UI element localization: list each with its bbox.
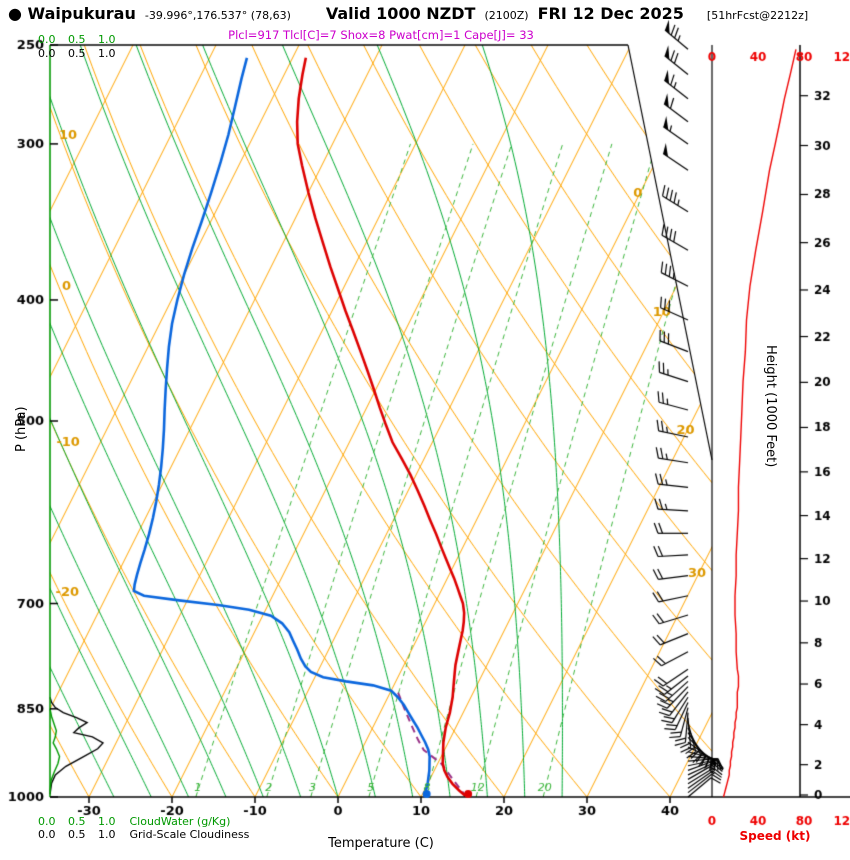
station-coords: -39.996°,176.537° (78,63)	[144, 9, 291, 22]
cloudwater-label: CloudWater (g/Kg)	[129, 815, 231, 828]
cloudiness-scale-top: 0.0 0.5 1.0	[38, 47, 116, 60]
temperature-axis-label: Temperature (C)	[328, 836, 434, 851]
height-axis-label: Height (1000 Feet)	[763, 345, 778, 468]
speed-axis-label: Speed (kt)	[739, 829, 811, 843]
valid-date: FRI 12 Dec 2025	[537, 4, 684, 23]
cloudwater-legend-row: 0.0 0.5 1.0 CloudWater (g/Kg)	[38, 810, 230, 829]
cloudwater-scale-bottom: 0.0 0.5 1.0	[38, 815, 116, 828]
title-bar: ● Waipukurau -39.996°,176.537° (78,63) V…	[8, 4, 808, 23]
cloudiness-scale-bottom: 0.0 0.5 1.0	[38, 828, 116, 841]
valid-utc: (2100Z)	[484, 9, 529, 22]
valid-time: Valid 1000 NZDT	[325, 4, 476, 23]
params-line: Plcl=917 Tlcl[C]=7 Shox=8 Pwat[cm]=1 Cap…	[228, 28, 534, 42]
cloudwater-scale-top: 0.0 0.5 1.0	[38, 33, 116, 46]
cloudiness-label: Grid-Scale Cloudiness	[129, 828, 250, 841]
pressure-axis-label: P (hPa)	[14, 406, 29, 452]
station-bullet: ●	[8, 4, 22, 23]
cloudiness-legend-row: 0.0 0.5 1.0 Grid-Scale Cloudiness	[38, 823, 249, 842]
forecast-info: [51hrFcst@2212z]	[706, 9, 809, 22]
station-name: ● Waipukurau	[8, 4, 136, 23]
station-label: Waipukurau	[27, 4, 136, 23]
